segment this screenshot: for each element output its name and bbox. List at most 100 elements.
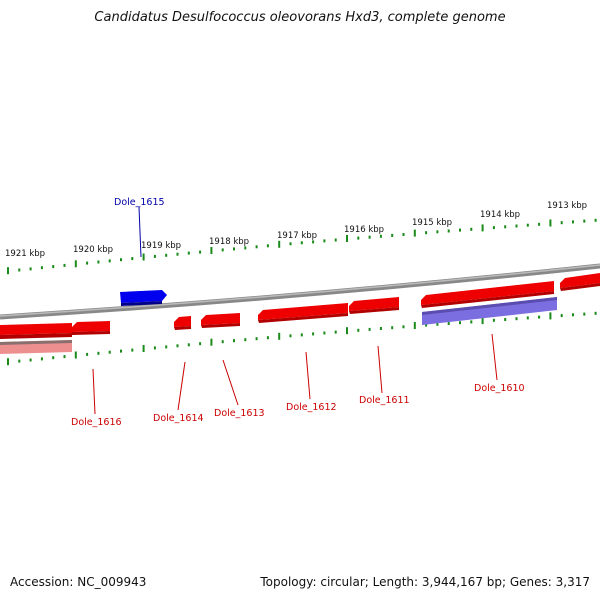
gene-label-dole-1610[interactable]: Dole_1610 — [474, 383, 525, 394]
minor-tick — [52, 356, 55, 360]
gene-label-dole-1615[interactable]: Dole_1615 — [114, 197, 165, 208]
gene-dole-1610[interactable] — [421, 281, 554, 308]
minor-tick — [120, 349, 122, 353]
major-tick — [278, 240, 281, 248]
gene-dole-1616-left[interactable] — [0, 323, 72, 339]
minor-tick — [379, 327, 382, 330]
minor-tick — [108, 259, 111, 263]
major-tick — [346, 235, 348, 242]
major-tick — [210, 247, 213, 254]
major-tick — [142, 345, 145, 352]
minor-tick — [583, 312, 586, 316]
major-tick — [481, 224, 484, 232]
gene-label-dole-1612[interactable]: Dole_1612 — [286, 402, 337, 413]
minor-tick — [538, 315, 541, 319]
gene-dole-1616[interactable] — [72, 321, 110, 335]
genome-backbone-highlight — [0, 264, 600, 317]
gene-dole-1611[interactable] — [349, 297, 399, 314]
minor-tick — [447, 322, 450, 325]
minor-tick — [108, 350, 111, 354]
minor-tick — [391, 326, 394, 330]
minor-tick — [560, 221, 563, 225]
minor-tick — [312, 332, 315, 336]
minor-tick — [357, 328, 360, 332]
minor-tick — [86, 261, 89, 265]
minor-tick — [266, 244, 269, 248]
gene-dole-1614[interactable] — [174, 316, 191, 330]
minor-tick — [504, 318, 507, 321]
major-tick — [7, 358, 9, 366]
kbp-label: 1916 kbp — [344, 225, 384, 235]
minor-tick — [86, 352, 89, 356]
minor-tick — [572, 220, 574, 224]
kbp-label: 1919 kbp — [141, 241, 181, 251]
minor-tick — [323, 331, 326, 335]
minor-tick — [153, 254, 156, 258]
feature-pink-track — [0, 340, 72, 354]
minor-tick — [266, 336, 269, 340]
minor-tick — [583, 219, 586, 223]
minor-tick — [425, 231, 428, 235]
major-tick — [413, 322, 416, 329]
minor-tick — [233, 247, 235, 251]
minor-tick — [379, 234, 382, 238]
accession-label: Accession: NC_009943 — [10, 575, 147, 589]
lower-tick-track — [7, 311, 597, 366]
kbp-label: 1917 kbp — [277, 231, 317, 241]
minor-tick — [52, 265, 55, 269]
minor-tick — [436, 230, 439, 234]
minor-tick — [357, 236, 360, 240]
minor-tick — [312, 240, 315, 244]
minor-tick — [504, 225, 507, 229]
gene-right-edge[interactable] — [560, 273, 600, 291]
feature-purple-track — [422, 297, 557, 325]
gene-label-dole-1613[interactable]: Dole_1613 — [214, 408, 265, 419]
minor-tick — [63, 263, 66, 267]
leader-dole-1614 — [177, 361, 186, 411]
minor-tick — [594, 311, 597, 315]
minor-tick — [402, 325, 405, 329]
minor-tick — [18, 268, 21, 272]
major-tick — [549, 219, 552, 227]
upper-tick-track — [7, 218, 597, 275]
major-tick — [346, 327, 348, 335]
kbp-label: 1918 kbp — [209, 237, 249, 247]
kbp-labels: 1921 kbp 1920 kbp 1919 kbp 1918 kbp 1917… — [5, 201, 587, 259]
leader-dole-1612 — [305, 351, 311, 400]
gene-label-dole-1611[interactable]: Dole_1611 — [359, 395, 410, 406]
gene-label-dole-1614[interactable]: Dole_1614 — [153, 413, 204, 424]
minor-tick — [459, 321, 461, 325]
minor-tick — [244, 338, 247, 342]
kbp-label: 1915 kbp — [412, 218, 452, 228]
minor-tick — [526, 316, 529, 320]
minor-tick — [368, 327, 371, 331]
minor-tick — [334, 238, 337, 242]
major-tick — [278, 332, 281, 340]
gene-dole-1612[interactable] — [258, 303, 348, 323]
minor-tick — [199, 342, 202, 346]
minor-tick — [391, 233, 394, 237]
minor-tick — [300, 241, 303, 245]
major-tick — [7, 267, 9, 275]
minor-tick — [97, 260, 100, 264]
minor-tick — [233, 339, 235, 343]
minor-tick — [334, 330, 337, 334]
gene-dole-1615[interactable] — [120, 290, 167, 306]
minor-tick — [289, 334, 292, 338]
minor-tick — [470, 227, 473, 231]
minor-tick — [436, 322, 439, 326]
gene-dole-1613[interactable] — [201, 313, 240, 328]
minor-tick — [199, 250, 202, 254]
major-tick — [413, 229, 416, 237]
minor-tick — [176, 252, 179, 256]
genome-backbone — [0, 263, 600, 320]
minor-tick — [560, 314, 563, 318]
minor-tick — [165, 345, 168, 349]
gene-label-dole-1616[interactable]: Dole_1616 — [71, 417, 122, 428]
minor-tick — [165, 253, 168, 257]
minor-tick — [300, 333, 303, 337]
leader-dole-1610 — [491, 333, 498, 381]
minor-tick — [425, 323, 428, 327]
